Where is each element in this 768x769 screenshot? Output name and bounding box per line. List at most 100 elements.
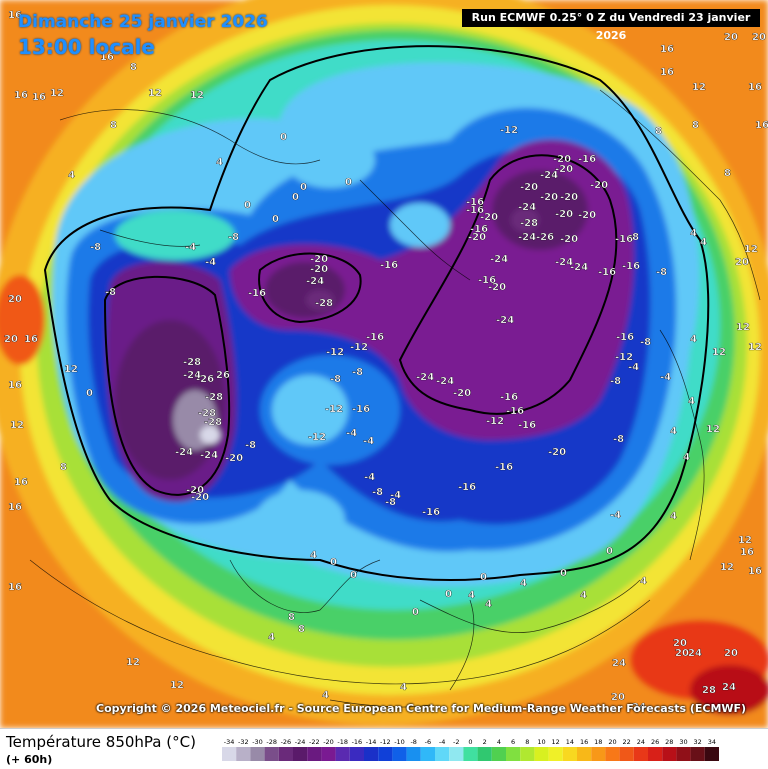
temperature-label: 0 [280, 132, 287, 143]
temperature-label: -20 [191, 492, 209, 503]
temperature-label: -16 [495, 462, 513, 473]
coastlines [29, 89, 761, 708]
temperature-label: 4 [268, 632, 275, 643]
legend-swatch [605, 747, 620, 761]
temperature-label: -16 [470, 224, 488, 235]
temperature-label: 0 [560, 568, 567, 579]
temperature-label: -16 [622, 261, 640, 272]
temperature-label: -16 [506, 406, 524, 417]
temperature-label: 4 [640, 576, 647, 587]
temperature-label: 12 [744, 244, 758, 255]
temperature-label: 16 [24, 334, 38, 345]
temperature-label: -8 [330, 374, 341, 385]
temperature-label: -24 [490, 254, 508, 265]
temperature-label: 4 [690, 334, 697, 345]
temperature-label: -24 [518, 202, 536, 213]
forecast-date: Dimanche 25 janvier 2026 [18, 12, 268, 32]
temperature-label: 12 [706, 424, 720, 435]
temperature-label: 8 [60, 462, 67, 473]
legend-swatch [463, 747, 478, 761]
legend-swatch [406, 747, 421, 761]
temperature-label: -16 [616, 332, 634, 343]
legend-tick-label: 18 [594, 738, 602, 746]
temperature-label: -12 [326, 347, 344, 358]
legend-swatch [633, 747, 648, 761]
legend-swatch [591, 747, 606, 761]
temperature-label: 4 [670, 426, 677, 437]
temperature-label: 12 [748, 342, 762, 353]
temperature-label: -28 [205, 392, 223, 403]
temperature-label: -8 [245, 440, 256, 451]
temperature-label: 4 [400, 682, 407, 693]
temperature-label: -4 [610, 510, 621, 521]
legend-tick-label: -2 [453, 738, 459, 746]
legend-swatch [690, 747, 705, 761]
legend-swatch [704, 747, 719, 761]
legend-swatch [562, 747, 577, 761]
legend-swatch [520, 747, 535, 761]
legend-tick-label: 22 [623, 738, 631, 746]
temperature-label: 4 [68, 170, 75, 181]
temperature-label: -4 [363, 436, 374, 447]
legend-swatch [435, 747, 450, 761]
temperature-label: 8 [288, 612, 295, 623]
color-scale: -34 -32 -30 -28 -26 -24 -22 -20 -18 -16 -14 -12 -10-… [222, 738, 719, 761]
legend-swatch [420, 747, 435, 761]
temperature-label: 20 [611, 692, 625, 703]
legend-tick-label: -24 [295, 738, 306, 746]
temperature-label: -20 [555, 164, 573, 175]
temperature-label: 16 [8, 380, 22, 391]
legend-swatch [648, 747, 663, 761]
temperature-label: -20 [453, 388, 471, 399]
temperature-label: -12 [325, 404, 343, 415]
temperature-label: 28 [702, 685, 716, 696]
temperature-label: -8 [372, 487, 383, 498]
temperature-label: -24 [436, 376, 454, 387]
legend-swatch [335, 747, 350, 761]
temperature-label: 12 [10, 420, 24, 431]
temperature-label: -20 [225, 453, 243, 464]
temperature-label: -8 [90, 242, 101, 253]
temperature-label: 26 [216, 370, 230, 381]
temperature-label: 4 [683, 452, 690, 463]
temperature-label: 8 [655, 126, 662, 137]
temperature-label: -4 [660, 372, 671, 383]
temperature-label: 20 [735, 257, 749, 268]
temperature-label: -28 [520, 218, 538, 229]
temperature-label: 4 [690, 228, 697, 239]
legend-tick-label: 6 [511, 738, 515, 746]
legend-tick-label: 26 [651, 738, 659, 746]
temperature-label: -20 [578, 210, 596, 221]
temperature-label: 20 [724, 648, 738, 659]
temperature-label: -20 [488, 282, 506, 293]
temperature-label: -28 [315, 298, 333, 309]
temperature-label: -8 [628, 232, 639, 243]
temperature-label: 20 [675, 648, 689, 659]
legend-tick-label: 12 [552, 738, 560, 746]
temperature-fill [0, 0, 768, 728]
legend-swatch [392, 747, 407, 761]
temperature-label: -12 [500, 125, 518, 136]
legend-swatch [236, 747, 251, 761]
temperature-label: 20 [724, 32, 738, 43]
temperature-label: -16 [366, 332, 384, 343]
legend-title: Température 850hPa (°C) [6, 733, 196, 751]
temperature-label: -24 [496, 315, 514, 326]
temperature-label: -24 [200, 450, 218, 461]
temperature-label: 4 [216, 157, 223, 168]
temperature-label: -24 [540, 170, 558, 181]
temperature-label: 8 [724, 168, 731, 179]
legend-tick-label: 32 [694, 738, 702, 746]
legend-swatch [349, 747, 364, 761]
legend-swatch [548, 747, 563, 761]
temperature-label: -16 [466, 205, 484, 216]
temperature-label: -28 [183, 357, 201, 368]
temperature-label: -24 [518, 232, 536, 243]
temperature-label: -20 [520, 182, 538, 193]
legend-swatch [534, 747, 549, 761]
temperature-label: 0 [272, 214, 279, 225]
temperature-label: -16 [578, 154, 596, 165]
legend-swatch [662, 747, 677, 761]
temperature-label: -20 [560, 234, 578, 245]
